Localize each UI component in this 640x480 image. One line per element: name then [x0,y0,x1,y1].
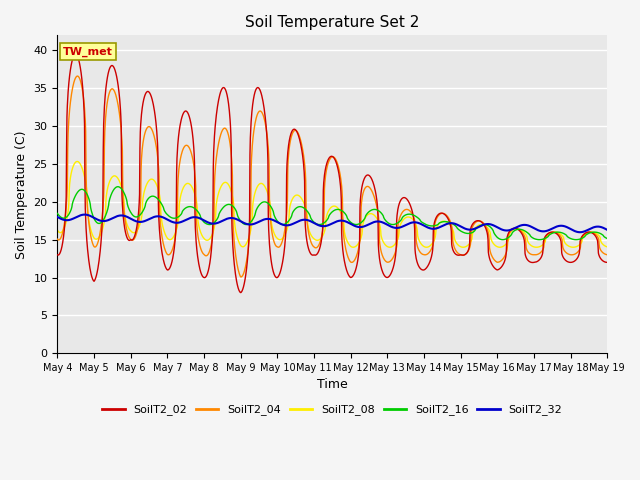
SoilT2_04 [176,158,184,164]
SoilT2_02 [490,264,498,270]
SoilT2_08 [460,244,467,250]
SoilT2_02 [54,252,61,258]
SoilT2_08 [237,243,245,249]
SoilT2_04 [238,274,246,279]
Line: SoilT2_02: SoilT2_02 [58,54,607,293]
SoilT2_16 [176,213,184,218]
SoilT2_02 [163,266,170,272]
SoilT2_16 [163,211,170,217]
SoilT2_04 [539,247,547,253]
SoilT2_32 [576,229,584,235]
SoilT2_16 [114,184,122,190]
Title: Soil Temperature Set 2: Soil Temperature Set 2 [245,15,419,30]
SoilT2_16 [572,237,580,242]
SoilT2_16 [54,211,61,216]
SoilT2_32 [490,223,497,228]
SoilT2_08 [418,242,426,248]
SoilT2_16 [604,236,611,241]
Y-axis label: Soil Temperature (C): Soil Temperature (C) [15,130,28,259]
Text: TW_met: TW_met [63,46,113,57]
SoilT2_04 [54,236,61,242]
SoilT2_02 [419,267,426,273]
SoilT2_32 [538,228,546,234]
SoilT2_04 [74,73,81,79]
SoilT2_16 [538,237,546,242]
SoilT2_04 [490,257,498,263]
X-axis label: Time: Time [317,378,348,392]
SoilT2_08 [74,158,81,164]
SoilT2_04 [419,251,426,257]
SoilT2_32 [163,216,170,222]
Line: SoilT2_08: SoilT2_08 [58,161,607,247]
SoilT2_04 [163,251,170,256]
SoilT2_08 [163,234,170,240]
SoilT2_02 [539,251,547,256]
SoilT2_08 [604,244,611,250]
SoilT2_02 [72,51,79,57]
SoilT2_32 [604,227,611,233]
SoilT2_16 [418,219,426,225]
SoilT2_08 [539,242,547,248]
SoilT2_04 [237,274,244,280]
SoilT2_08 [176,196,184,202]
SoilT2_32 [81,212,88,217]
Line: SoilT2_32: SoilT2_32 [58,215,607,232]
SoilT2_08 [490,241,498,247]
SoilT2_08 [54,227,61,233]
Legend: SoilT2_02, SoilT2_04, SoilT2_08, SoilT2_16, SoilT2_32: SoilT2_02, SoilT2_04, SoilT2_08, SoilT2_… [98,400,566,420]
Line: SoilT2_16: SoilT2_16 [58,187,607,240]
SoilT2_02 [604,260,611,265]
SoilT2_32 [418,222,426,228]
SoilT2_32 [54,214,61,220]
SoilT2_32 [237,219,245,225]
Line: SoilT2_04: SoilT2_04 [58,76,607,277]
SoilT2_04 [604,252,611,258]
SoilT2_16 [237,219,245,225]
SoilT2_02 [176,123,184,129]
SoilT2_16 [490,229,497,235]
SoilT2_02 [237,290,244,296]
SoilT2_32 [176,219,184,225]
SoilT2_02 [238,288,246,294]
